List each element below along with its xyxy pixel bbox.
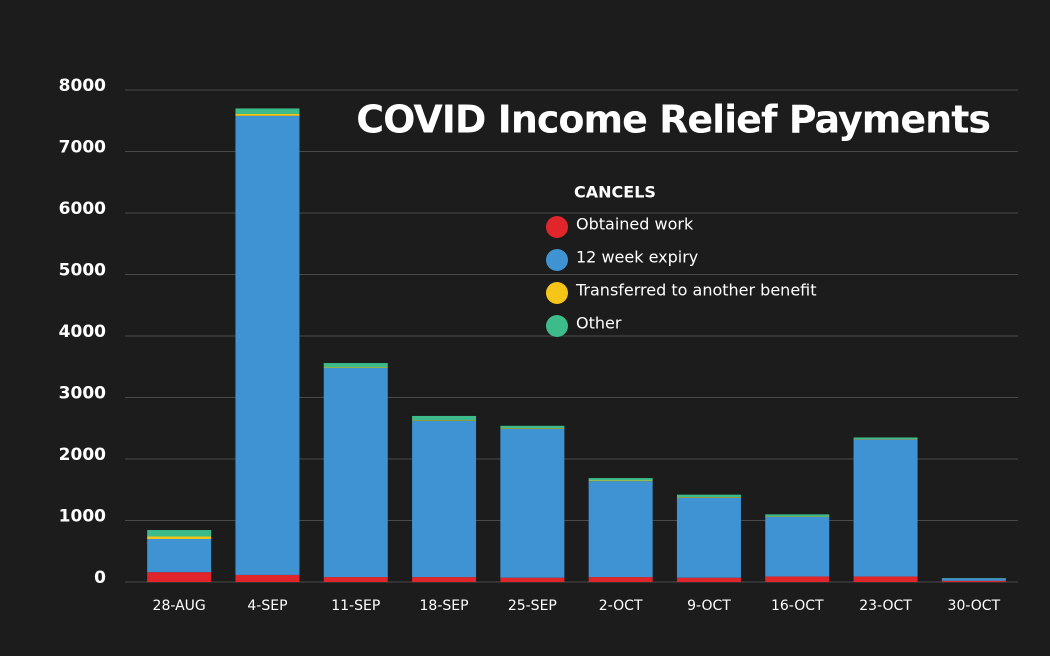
bar-segment <box>500 428 565 429</box>
y-tick-label: 3000 <box>59 384 106 404</box>
bar-segment <box>235 115 300 575</box>
bar-segment <box>765 516 830 577</box>
bar-segment <box>588 481 653 578</box>
x-tick-label: 25-SEP <box>508 598 557 614</box>
y-tick-label: 0 <box>94 568 106 588</box>
bar-segment <box>588 478 653 481</box>
bar-segment <box>676 497 741 578</box>
legend-label: Other <box>576 314 622 333</box>
bar-segment <box>941 580 1006 582</box>
bar-segment <box>147 572 212 582</box>
bar-segment <box>500 428 565 578</box>
y-tick-label: 6000 <box>59 199 106 219</box>
y-tick-label: 2000 <box>59 445 106 465</box>
y-tick-label: 4000 <box>59 322 106 342</box>
legend-label: 12 week expiry <box>576 248 698 267</box>
y-tick-label: 7000 <box>59 138 106 158</box>
bar-segment <box>235 574 300 582</box>
legend-marker <box>546 315 568 337</box>
x-tick-label: 9-OCT <box>687 598 731 614</box>
bar-segment <box>235 113 300 116</box>
x-tick-label: 11-SEP <box>331 598 380 614</box>
bar-segment <box>765 576 830 582</box>
bar-segment <box>323 367 388 368</box>
bar-segment <box>412 420 477 421</box>
bar-segment <box>765 514 830 517</box>
x-tick-label: 18-SEP <box>420 598 469 614</box>
chart-title: COVID Income Relief Payments <box>356 98 990 142</box>
legend-label: Obtained work <box>576 215 694 234</box>
bar-segment <box>500 425 565 429</box>
bar-segment <box>323 577 388 582</box>
bar-segment <box>676 494 741 498</box>
x-tick-label: 30-OCT <box>948 598 1001 614</box>
bar-segment <box>412 420 477 578</box>
bar-segment <box>853 576 918 582</box>
x-tick-label: 4-SEP <box>247 598 287 614</box>
bar-segment <box>588 480 653 482</box>
bar-segment <box>235 108 300 114</box>
legend-title: CANCELS <box>574 183 656 202</box>
y-tick-label: 8000 <box>59 76 106 96</box>
x-tick-label: 2-OCT <box>599 598 643 614</box>
bar-segment <box>941 578 1006 581</box>
bar-segment <box>676 577 741 582</box>
legend-marker <box>546 282 568 304</box>
bar-segment <box>323 367 388 578</box>
legend-label: Transferred to another benefit <box>575 281 817 300</box>
legend-marker <box>546 216 568 238</box>
y-tick-label: 5000 <box>59 261 106 281</box>
x-tick-label: 23-OCT <box>859 598 912 614</box>
x-tick-label: 28-AUG <box>153 598 206 614</box>
bar-segment <box>853 439 918 577</box>
y-tick-label: 1000 <box>59 507 106 527</box>
bar-segment <box>147 536 212 539</box>
legend-marker <box>546 249 568 271</box>
bar-segment <box>500 577 565 582</box>
bar-segment <box>412 415 477 421</box>
bar-segment <box>412 577 477 582</box>
bar-segment <box>676 497 741 498</box>
bar-segment <box>853 437 918 440</box>
bar-segment <box>588 577 653 582</box>
bar-segment <box>323 363 388 368</box>
bar-segment <box>147 538 212 573</box>
x-tick-label: 16-OCT <box>771 598 824 614</box>
bar-segment <box>147 530 212 537</box>
